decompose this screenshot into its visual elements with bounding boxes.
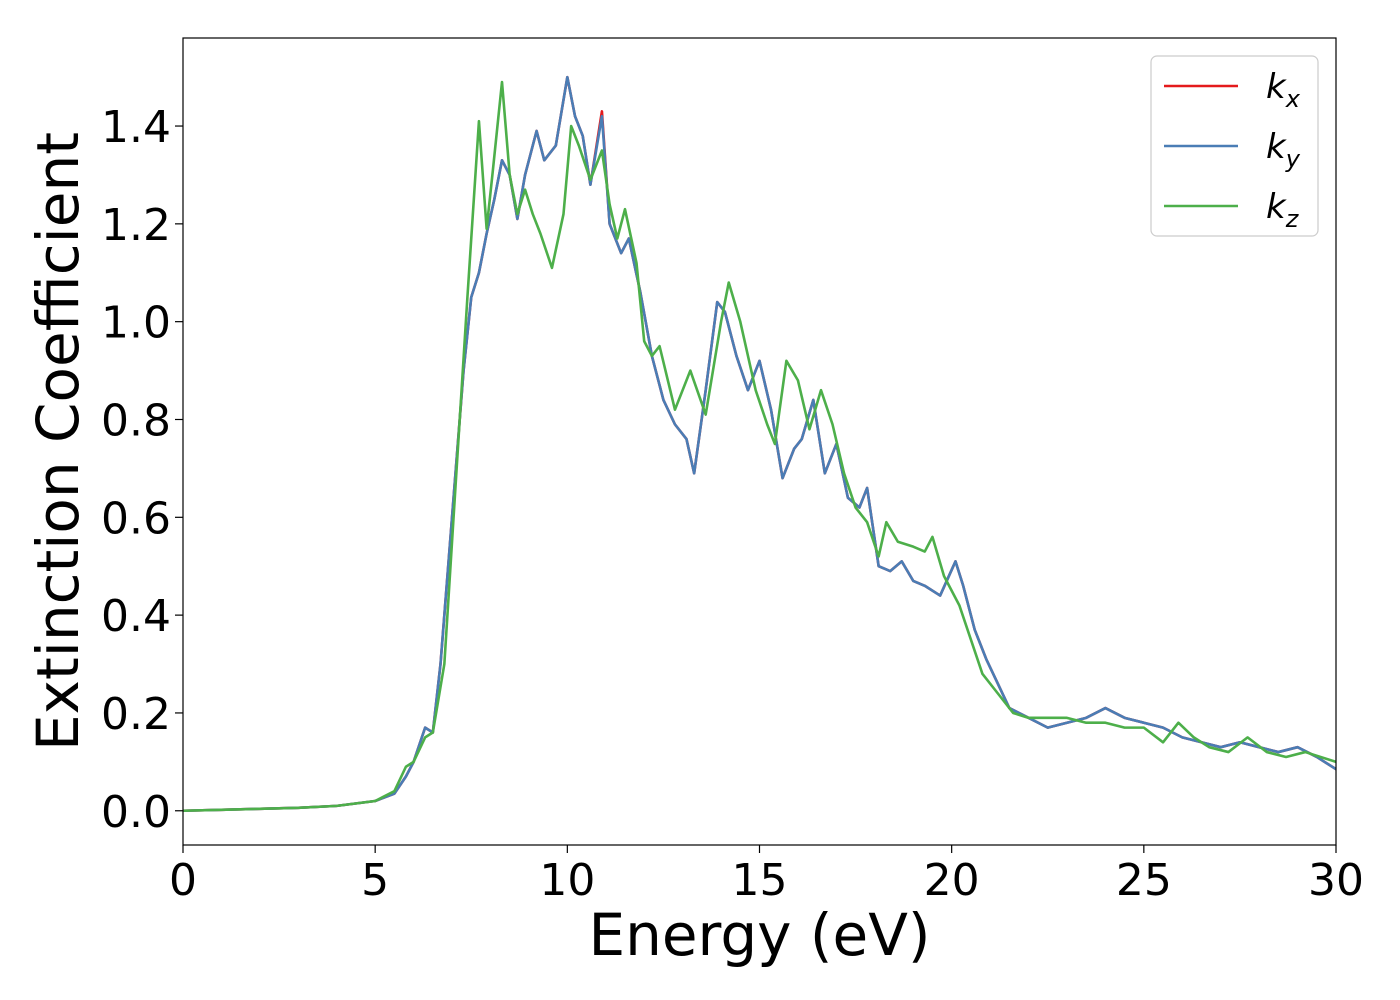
- x-tick-label: 5: [361, 855, 389, 906]
- legend-label-x: kx: [1266, 67, 1301, 113]
- legend-label-z: kz: [1266, 187, 1300, 233]
- y-tick-label: 0.8: [101, 395, 171, 446]
- x-tick-label: 10: [539, 855, 595, 906]
- series-line-z: [183, 80, 1336, 813]
- x-axis-ticks: 0 5 10 15 20 25 30: [169, 845, 1364, 906]
- y-tick-label: 1.0: [101, 298, 171, 349]
- y-tick-label: 1.4: [101, 102, 171, 153]
- legend-label-y: ky: [1266, 127, 1301, 173]
- y-tick-label: 0.2: [101, 689, 171, 740]
- x-tick-label: 15: [732, 855, 788, 906]
- series-line-y: [183, 75, 1336, 813]
- legend: kx ky kz: [1150, 55, 1319, 237]
- y-axis-ticks: 0.0 0.2 0.4 0.6 0.8 1.0 1.2 1.4: [101, 102, 183, 838]
- y-tick-label: 1.2: [101, 200, 171, 251]
- y-tick-label: 0.4: [101, 591, 171, 642]
- x-axis-label: Energy (eV): [588, 901, 930, 969]
- x-tick-label: 30: [1308, 855, 1364, 906]
- y-tick-label: 0.0: [101, 787, 171, 838]
- y-axis-label: Extinction Coefficient: [24, 132, 92, 751]
- y-tick-label: 0.6: [101, 493, 171, 544]
- x-tick-label: 0: [169, 855, 197, 906]
- series-layer: [183, 75, 1336, 813]
- x-tick-label: 25: [1116, 855, 1172, 906]
- x-tick-label: 20: [924, 855, 980, 906]
